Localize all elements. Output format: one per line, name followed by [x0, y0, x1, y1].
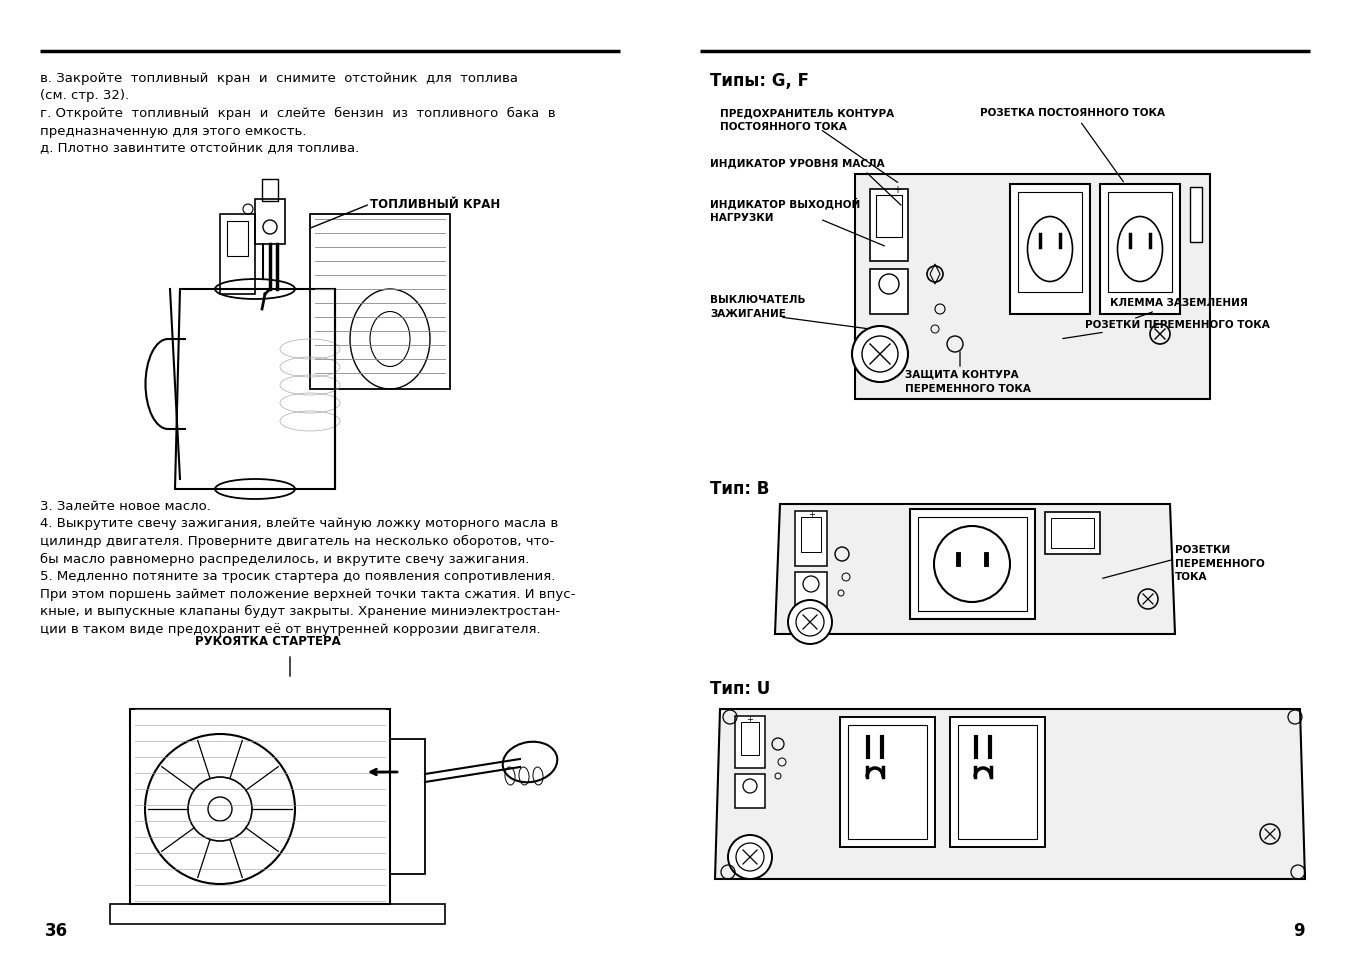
- Text: Типы: G, F: Типы: G, F: [710, 71, 809, 90]
- Bar: [1189, 188, 1202, 243]
- Bar: [801, 517, 821, 553]
- Bar: [795, 573, 828, 608]
- Bar: [255, 200, 285, 245]
- Text: в. Закройте  топливный  кран  и  снимите  отстойник  для  топлива
(см. стр. 32).: в. Закройте топливный кран и снимите отс…: [40, 71, 556, 155]
- Bar: [869, 270, 909, 314]
- Circle shape: [188, 778, 252, 841]
- Text: +: +: [747, 714, 753, 723]
- Text: ИНДИКАТОР ВЫХОДНОЙ
НАГРУЗКИ: ИНДИКАТОР ВЫХОДНОЙ НАГРУЗКИ: [710, 198, 860, 223]
- Text: РОЗЕТКИ
ПЕРЕМЕННОГО
ТОКА: РОЗЕТКИ ПЕРЕМЕННОГО ТОКА: [1174, 544, 1265, 581]
- Polygon shape: [775, 504, 1174, 635]
- Bar: [1108, 193, 1172, 293]
- Text: РОЗЕТКА ПОСТОЯННОГО ТОКА: РОЗЕТКА ПОСТОЯННОГО ТОКА: [980, 108, 1165, 118]
- Bar: [958, 725, 1037, 840]
- Text: ТОПЛИВНЫЙ КРАН: ТОПЛИВНЫЙ КРАН: [370, 198, 501, 211]
- Bar: [741, 722, 759, 755]
- Text: ИНДИКАТОР УРОВНЯ МАСЛА: ИНДИКАТОР УРОВНЯ МАСЛА: [710, 158, 884, 168]
- Polygon shape: [855, 174, 1210, 399]
- Polygon shape: [716, 709, 1305, 879]
- Bar: [950, 718, 1045, 847]
- Text: РОЗЕТКИ ПЕРЕМЕННОГО ТОКА: РОЗЕТКИ ПЕРЕМЕННОГО ТОКА: [1085, 319, 1270, 330]
- Text: +: +: [892, 185, 900, 194]
- Circle shape: [788, 600, 832, 644]
- Bar: [1100, 185, 1180, 314]
- Bar: [130, 709, 390, 904]
- Text: 9: 9: [1293, 921, 1305, 939]
- Text: ПРЕДОХРАНИТЕЛЬ КОНТУРА
ПОСТОЯННОГО ТОКА: ПРЕДОХРАНИТЕЛЬ КОНТУРА ПОСТОЯННОГО ТОКА: [720, 108, 894, 132]
- Bar: [840, 718, 936, 847]
- Bar: [390, 740, 425, 874]
- Text: +: +: [809, 510, 815, 518]
- Bar: [876, 195, 902, 237]
- Text: ВЫКЛЮЧАТЕЛЬ
ЗАЖИГАНИЕ: ВЫКЛЮЧАТЕЛЬ ЗАЖИГАНИЕ: [710, 294, 806, 318]
- Text: РУКОЯТКА СТАРТЕРА: РУКОЯТКА СТАРТЕРА: [194, 635, 340, 647]
- Bar: [918, 517, 1027, 612]
- Text: 3. Залейте новое масло.
4. Выкрутите свечу зажигания, влейте чайную ложку моторн: 3. Залейте новое масло. 4. Выкрутите све…: [40, 499, 575, 635]
- Text: Тип: U: Тип: U: [710, 679, 771, 698]
- Bar: [910, 510, 1035, 619]
- Bar: [1010, 185, 1089, 314]
- Text: КЛЕММА ЗАЗЕМЛЕНИЯ: КЛЕММА ЗАЗЕМЛЕНИЯ: [1110, 297, 1247, 308]
- Bar: [227, 222, 248, 256]
- Bar: [734, 717, 765, 768]
- Text: 36: 36: [45, 921, 68, 939]
- Text: ЗАЩИТА КОНТУРА
ПЕРЕМЕННОГО ТОКА: ЗАЩИТА КОНТУРА ПЕРЕМЕННОГО ТОКА: [904, 370, 1031, 394]
- Bar: [1052, 518, 1094, 548]
- Bar: [734, 774, 765, 808]
- Text: Тип: B: Тип: B: [710, 479, 769, 497]
- Bar: [1045, 513, 1100, 555]
- Bar: [262, 180, 278, 202]
- Circle shape: [728, 835, 772, 879]
- Bar: [848, 725, 927, 840]
- Circle shape: [852, 327, 909, 382]
- Bar: [795, 512, 828, 566]
- Bar: [220, 214, 255, 294]
- Bar: [1018, 193, 1081, 293]
- Bar: [869, 190, 909, 262]
